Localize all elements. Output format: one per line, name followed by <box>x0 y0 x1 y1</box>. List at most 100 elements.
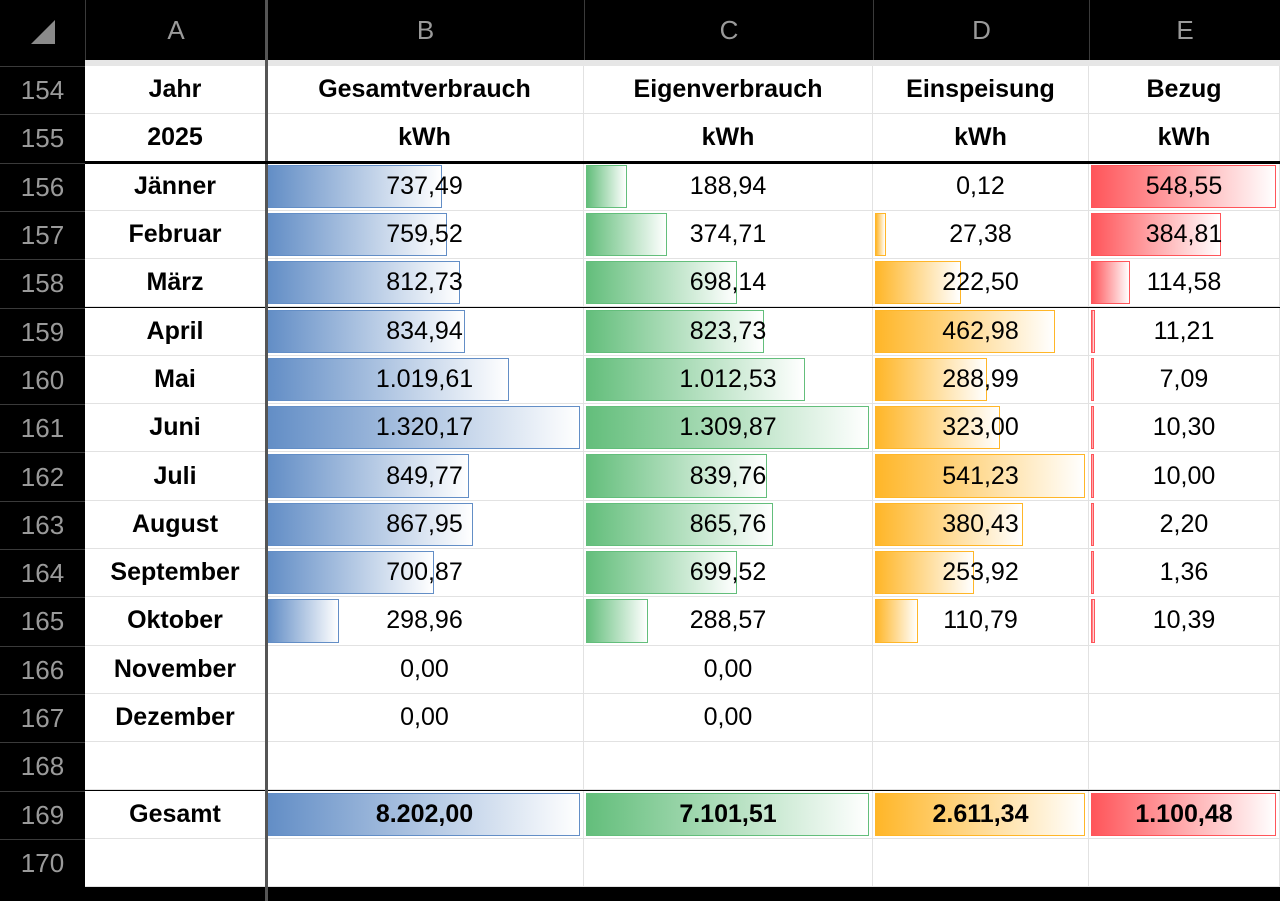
value-cell[interactable]: 7,09 <box>1089 355 1280 405</box>
value-cell[interactable] <box>584 838 873 888</box>
value-cell[interactable]: 0,12 <box>873 162 1089 211</box>
row-header-167[interactable]: 167 <box>0 693 85 743</box>
value-cell[interactable] <box>873 693 1089 743</box>
value-cell[interactable] <box>1089 742 1280 791</box>
value-cell[interactable]: 823,73 <box>584 307 873 356</box>
row-header-162[interactable]: 162 <box>0 452 85 501</box>
value-cell[interactable] <box>873 742 1089 791</box>
month-cell[interactable]: Oktober <box>85 597 266 646</box>
row-header-156[interactable]: 156 <box>0 162 85 211</box>
value-cell[interactable]: 10,00 <box>1089 452 1280 501</box>
value-cell[interactable] <box>1089 645 1280 694</box>
row-header-164[interactable]: 164 <box>0 549 85 598</box>
value-cell[interactable] <box>873 838 1089 888</box>
month-cell[interactable]: Mai <box>85 355 266 405</box>
value-cell[interactable] <box>873 645 1089 694</box>
column-header-e[interactable]: E <box>1089 0 1280 60</box>
value-cell[interactable]: 288,57 <box>584 597 873 646</box>
month-cell[interactable]: April <box>85 307 266 356</box>
value-cell[interactable]: 1.019,61 <box>266 355 584 405</box>
value-cell[interactable]: 374,71 <box>584 210 873 260</box>
value-cell[interactable]: 839,76 <box>584 452 873 501</box>
month-cell[interactable]: Juli <box>85 452 266 501</box>
row-header-159[interactable]: 159 <box>0 307 85 356</box>
value-cell[interactable]: 737,49 <box>266 162 584 211</box>
value-cell[interactable]: 698,14 <box>584 259 873 308</box>
value-cell[interactable]: 7.101,51 <box>584 790 873 839</box>
value-cell[interactable]: 834,94 <box>266 307 584 356</box>
row-header-166[interactable]: 166 <box>0 645 85 694</box>
row-header-169[interactable]: 169 <box>0 790 85 839</box>
month-cell[interactable]: August <box>85 500 266 549</box>
month-cell[interactable]: März <box>85 259 266 308</box>
value-cell[interactable]: 1.309,87 <box>584 404 873 453</box>
value-cell[interactable]: 110,79 <box>873 597 1089 646</box>
value-cell[interactable] <box>1089 693 1280 743</box>
value-cell[interactable]: 10,30 <box>1089 404 1280 453</box>
month-cell[interactable]: November <box>85 645 266 694</box>
value-cell[interactable]: 865,76 <box>584 500 873 549</box>
value-cell[interactable]: 1,36 <box>1089 549 1280 598</box>
value-cell[interactable]: 2.611,34 <box>873 790 1089 839</box>
row-header-163[interactable]: 163 <box>0 500 85 549</box>
value-cell[interactable]: 1.012,53 <box>584 355 873 405</box>
frozen-column-divider[interactable] <box>265 0 268 901</box>
month-cell[interactable]: Februar <box>85 210 266 260</box>
value-cell[interactable] <box>1089 838 1280 888</box>
value-cell[interactable]: 8.202,00 <box>266 790 584 839</box>
value-cell[interactable]: 288,99 <box>873 355 1089 405</box>
month-cell[interactable]: Dezember <box>85 693 266 743</box>
value-cell[interactable]: 0,00 <box>584 693 873 743</box>
row-header-170[interactable]: 170 <box>0 838 85 888</box>
value-cell[interactable]: 2,20 <box>1089 500 1280 549</box>
month-cell[interactable]: Gesamt <box>85 790 266 839</box>
value-cell[interactable]: 222,50 <box>873 259 1089 308</box>
row-header-160[interactable]: 160 <box>0 355 85 405</box>
row-header-161[interactable]: 161 <box>0 404 85 453</box>
value-cell[interactable]: 253,92 <box>873 549 1089 598</box>
column-header-a[interactable]: A <box>85 0 266 60</box>
column-header-b[interactable]: B <box>266 0 584 60</box>
row-header-154[interactable]: 154 <box>0 66 85 115</box>
month-cell[interactable]: Juni <box>85 404 266 453</box>
select-all-corner[interactable] <box>0 0 85 60</box>
column-header-d[interactable]: D <box>873 0 1089 60</box>
value-cell[interactable]: 11,21 <box>1089 307 1280 356</box>
value-cell[interactable] <box>266 838 584 888</box>
month-cell[interactable]: September <box>85 549 266 598</box>
value-cell[interactable]: 27,38 <box>873 210 1089 260</box>
value-cell[interactable]: 0,00 <box>584 645 873 694</box>
column-header-c[interactable]: C <box>584 0 873 60</box>
value-cell[interactable]: 867,95 <box>266 500 584 549</box>
value-cell[interactable] <box>584 742 873 791</box>
value-cell[interactable]: 114,58 <box>1089 259 1280 308</box>
data-bar <box>1091 406 1095 450</box>
month-cell[interactable] <box>85 838 266 888</box>
row-header-158[interactable]: 158 <box>0 259 85 308</box>
value-cell[interactable]: 700,87 <box>266 549 584 598</box>
value-cell[interactable]: 541,23 <box>873 452 1089 501</box>
value-cell[interactable]: 323,00 <box>873 404 1089 453</box>
value-cell[interactable]: 188,94 <box>584 162 873 211</box>
value-cell[interactable]: 0,00 <box>266 693 584 743</box>
row-header-157[interactable]: 157 <box>0 210 85 260</box>
value-cell[interactable]: 380,43 <box>873 500 1089 549</box>
value-cell[interactable]: 384,81 <box>1089 210 1280 260</box>
value-cell[interactable]: 759,52 <box>266 210 584 260</box>
month-cell[interactable]: Jänner <box>85 162 266 211</box>
row-header-168[interactable]: 168 <box>0 742 85 791</box>
value-cell[interactable]: 1.100,48 <box>1089 790 1280 839</box>
value-cell[interactable]: 10,39 <box>1089 597 1280 646</box>
value-cell[interactable]: 298,96 <box>266 597 584 646</box>
row-header-155[interactable]: 155 <box>0 114 85 163</box>
value-cell[interactable]: 1.320,17 <box>266 404 584 453</box>
value-cell[interactable] <box>266 742 584 791</box>
month-cell[interactable] <box>85 742 266 791</box>
value-cell[interactable]: 462,98 <box>873 307 1089 356</box>
value-cell[interactable]: 812,73 <box>266 259 584 308</box>
value-cell[interactable]: 548,55 <box>1089 162 1280 211</box>
value-cell[interactable]: 849,77 <box>266 452 584 501</box>
value-cell[interactable]: 0,00 <box>266 645 584 694</box>
row-header-165[interactable]: 165 <box>0 597 85 646</box>
value-cell[interactable]: 699,52 <box>584 549 873 598</box>
